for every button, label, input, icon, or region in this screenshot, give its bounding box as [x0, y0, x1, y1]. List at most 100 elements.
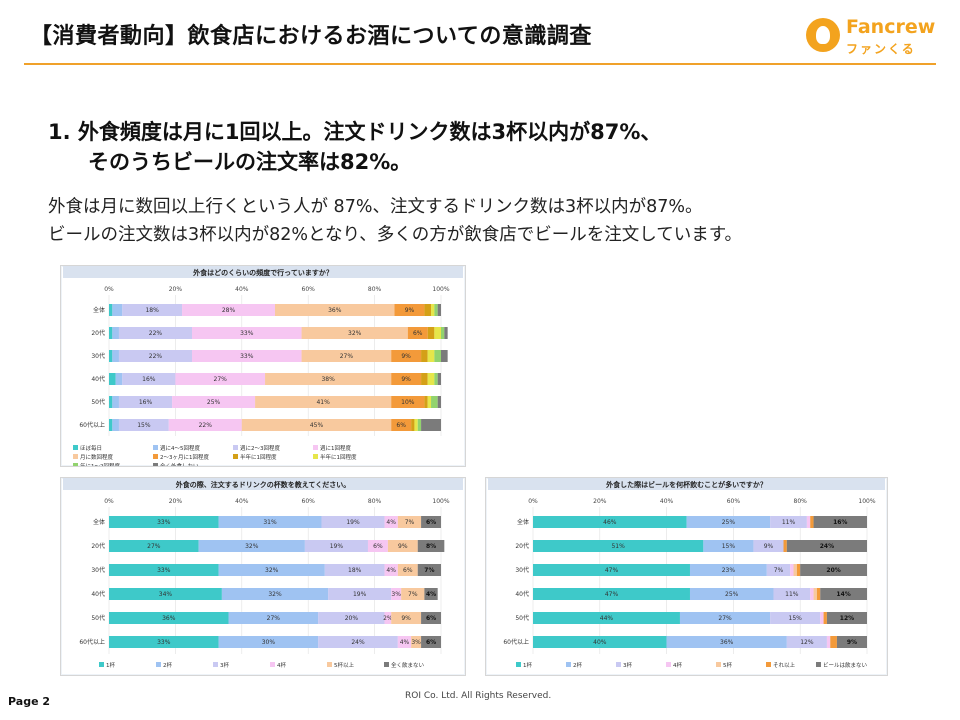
- body-text: 外食は月に数回以上行くという人が 87%、注文するドリンク数は3杯以内が87%。…: [48, 193, 742, 249]
- data-label: 11%: [782, 519, 796, 526]
- bar-segment: [397, 564, 418, 576]
- bar-segment: [115, 373, 123, 385]
- legend-label: 5杯以上: [334, 661, 354, 669]
- bar-segment: [421, 612, 441, 624]
- x-tick-label: 20%: [593, 498, 607, 505]
- data-label: 18%: [145, 307, 159, 314]
- bar-segment: [397, 636, 412, 648]
- legend-label: それ以上: [773, 661, 796, 669]
- data-label: 27%: [340, 353, 354, 360]
- data-label: 32%: [265, 567, 279, 574]
- bar-segment: [328, 588, 392, 600]
- data-label: 23%: [722, 567, 736, 574]
- data-label: 16%: [833, 519, 847, 526]
- x-tick-label: 20%: [169, 286, 183, 293]
- data-label: 20%: [345, 615, 359, 622]
- data-label: 6%: [396, 422, 406, 429]
- legend-swatch: [616, 662, 621, 667]
- bar-segment: [786, 636, 827, 648]
- category-label: 20代: [91, 329, 105, 337]
- bar-segment: [109, 540, 199, 552]
- bar-segment: [109, 588, 222, 600]
- legend-label: 2杯: [573, 661, 582, 669]
- data-label: 33%: [157, 639, 171, 646]
- copyright: ROI Co. Ltd. All Rights Reserved.: [405, 691, 552, 701]
- data-label: 4%: [400, 639, 410, 646]
- x-tick-label: 100%: [432, 286, 449, 293]
- legend-label: 1杯: [523, 661, 532, 669]
- bar-segment: [437, 304, 441, 316]
- bar-segment: [816, 588, 821, 600]
- data-label: 7%: [408, 591, 418, 598]
- bar-segment: [112, 350, 119, 362]
- x-tick-label: 60%: [302, 498, 316, 505]
- data-label: 18%: [348, 567, 362, 574]
- data-label: 15%: [722, 543, 736, 550]
- legend-swatch: [566, 662, 571, 667]
- category-label: 30代: [515, 566, 529, 574]
- bar-segment: [793, 564, 797, 576]
- chart-beer-count-svg: 外食した際はビールを何杯飲むことが多いですか？ 0% 20% 40% 60% 80% 100…: [488, 478, 885, 669]
- bar-segment: [427, 327, 435, 339]
- legend-label: 4杯: [277, 661, 286, 669]
- legend-label: 半年に1回程度: [320, 453, 357, 461]
- data-label: 9%: [764, 543, 774, 550]
- legend-swatch: [153, 445, 158, 450]
- legend-label: 5杯: [723, 661, 732, 669]
- chart-title-band: [488, 478, 885, 490]
- bar-segment: [318, 612, 385, 624]
- data-label: 6%: [426, 615, 436, 622]
- legend-label: 2杯: [163, 661, 172, 669]
- bar-segment: [434, 304, 438, 316]
- bar-segment: [391, 350, 422, 362]
- data-label: 34%: [159, 591, 173, 598]
- bar-segment: [666, 636, 787, 648]
- bar-segment: [417, 540, 445, 552]
- data-label: 15%: [137, 422, 151, 429]
- headline-line-2: そのうちビールの注文率は82%。: [88, 150, 412, 174]
- legend-label: 全く飲まない: [391, 661, 425, 669]
- data-label: 2%: [383, 615, 393, 622]
- bar-segment: [806, 516, 811, 528]
- data-label: 40%: [593, 639, 607, 646]
- chart-title-band: [63, 266, 463, 278]
- bar-segment: [198, 540, 305, 552]
- category-label: 40代: [515, 590, 529, 598]
- data-label: 22%: [199, 422, 213, 429]
- x-tick-label: 40%: [235, 498, 249, 505]
- category-label: 30代: [91, 566, 105, 574]
- data-label: 47%: [605, 567, 619, 574]
- x-tick-label: 20%: [169, 498, 183, 505]
- data-label: 3%: [391, 591, 401, 598]
- bar-segment: [118, 327, 192, 339]
- data-label: 36%: [162, 615, 176, 622]
- bar-segment: [437, 396, 441, 408]
- bar-segment: [241, 419, 392, 431]
- bar-segment: [192, 350, 302, 362]
- x-tick-label: 0%: [104, 286, 114, 293]
- data-label: 27%: [147, 543, 161, 550]
- bar-segment: [109, 419, 113, 431]
- bar-segment: [823, 612, 827, 624]
- bar-segment: [773, 588, 811, 600]
- bar-segment: [391, 396, 425, 408]
- legend-swatch: [156, 662, 161, 667]
- bar-segment: [437, 373, 441, 385]
- bar-segment: [813, 588, 817, 600]
- legend-label: 週に4～5回程度: [160, 444, 200, 452]
- data-label: 6%: [426, 639, 436, 646]
- data-label: 19%: [346, 519, 360, 526]
- legend-label: 月に数回程度: [80, 453, 114, 461]
- legend-swatch: [99, 662, 104, 667]
- bar-segment: [421, 516, 441, 528]
- data-label: 16%: [139, 399, 153, 406]
- category-label: 50代: [91, 398, 105, 406]
- data-label: 25%: [725, 591, 739, 598]
- data-label: 10%: [401, 399, 415, 406]
- bar-segment: [192, 327, 302, 339]
- data-label: 24%: [820, 543, 834, 550]
- data-label: 24%: [351, 639, 365, 646]
- bar-segment: [810, 588, 814, 600]
- bar-segment: [109, 564, 219, 576]
- bar-segment: [826, 636, 831, 648]
